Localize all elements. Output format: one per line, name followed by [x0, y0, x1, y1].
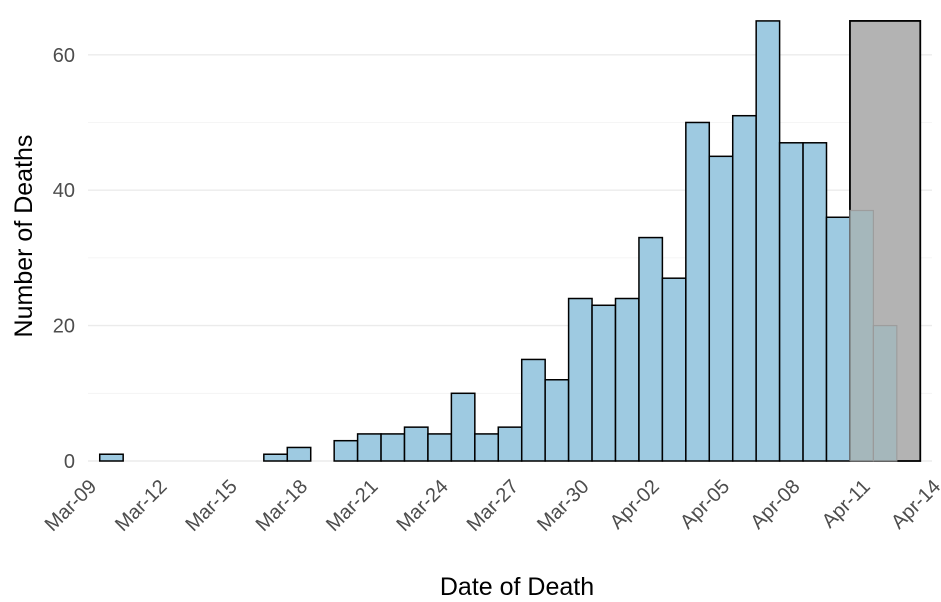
bar — [544, 379, 570, 462]
bar — [450, 392, 476, 462]
bar — [474, 433, 500, 462]
x-tick-label: Mar-15 — [181, 476, 241, 536]
y-axis-title: Number of Deaths — [10, 135, 38, 338]
bar — [380, 433, 406, 462]
bar — [427, 433, 453, 462]
x-tick-label: Mar-12 — [111, 476, 171, 536]
bar — [520, 358, 546, 462]
bar — [286, 446, 312, 462]
gridlines — [88, 54, 932, 462]
pending-bars — [849, 209, 898, 462]
bar — [263, 453, 289, 462]
x-tick-label: Mar-21 — [322, 476, 382, 536]
pending-bar — [872, 324, 898, 462]
bar — [708, 155, 734, 462]
x-axis-title: Date of Death — [440, 573, 594, 601]
y-tick-label: 40 — [53, 180, 75, 202]
x-tick-label: Apr-05 — [676, 476, 734, 534]
bar — [778, 142, 804, 462]
y-tick-label: 20 — [53, 316, 75, 338]
x-axis-ticks: Mar-09 Mar-12 Mar-15 Mar-18 Mar-21 Mar-24 Mar-… — [41, 476, 941, 536]
bar — [731, 114, 757, 462]
x-tick-label: Apr-11 — [818, 476, 875, 533]
x-tick-label: Mar-18 — [252, 476, 312, 536]
x-tick-label: Apr-02 — [606, 476, 664, 534]
bar — [614, 297, 640, 462]
bar — [333, 439, 359, 462]
bar — [591, 304, 617, 462]
bar — [567, 297, 593, 462]
x-tick-label: Apr-08 — [746, 476, 804, 534]
y-axis-ticks: 0 20 40 60 — [53, 45, 75, 473]
bar — [356, 433, 382, 462]
bar — [98, 453, 124, 462]
x-tick-label: Mar-27 — [463, 476, 523, 536]
bar — [638, 236, 664, 462]
bar — [497, 426, 523, 462]
bar — [403, 426, 429, 462]
x-tick-label: Mar-09 — [41, 476, 101, 536]
bar — [755, 20, 781, 462]
bars — [98, 20, 851, 462]
y-tick-label: 60 — [53, 45, 75, 67]
x-tick-label: Apr-14 — [887, 476, 941, 534]
bar — [802, 142, 828, 462]
bar — [825, 216, 851, 462]
x-tick-label: Mar-30 — [533, 476, 593, 536]
x-tick-label: Mar-24 — [392, 476, 452, 536]
y-tick-label: 0 — [64, 451, 75, 473]
bar — [661, 277, 687, 462]
pending-bar — [849, 209, 874, 462]
bar — [685, 121, 711, 462]
